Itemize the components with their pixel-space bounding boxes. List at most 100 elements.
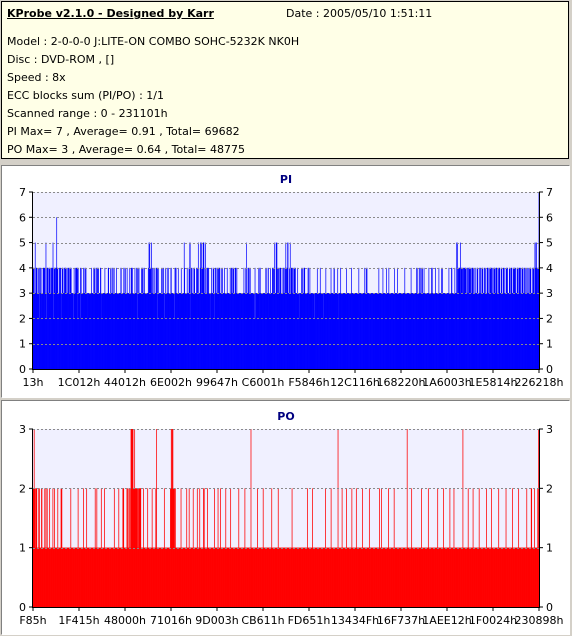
po-bar [428,547,430,607]
po-bar [268,547,270,607]
po-bar [206,547,208,607]
pi-bar [417,293,419,369]
pi-bar [45,293,47,369]
pi-bar [74,293,75,369]
pi-bar [171,293,173,369]
pi-bar [64,267,66,369]
po-bar [346,488,347,607]
pi-bar [442,293,444,369]
po-bar [521,547,522,607]
pi-bar [38,293,40,369]
pi-bar [56,217,58,369]
pi-bar [410,293,412,369]
pi-bar [209,293,210,369]
po-bar [422,547,424,607]
po-bar [42,547,44,607]
po-bar [182,547,184,607]
po-bar [491,547,493,607]
pi-bar [122,293,124,369]
po-bar [93,547,95,607]
pi-bar [217,293,219,369]
pi-x-tick-label: 226218h [515,376,564,389]
pi-bar [207,293,208,369]
po-bar [464,547,466,607]
po-bar [232,547,234,607]
po-bar [70,547,72,607]
pi-bar [510,293,511,369]
pi-bar [315,293,317,369]
pi-bar [326,293,328,369]
po-bar [461,547,463,607]
po-bar [52,547,53,607]
po-bar [486,547,488,607]
po-bar [399,547,400,607]
po-bar [149,547,151,607]
po-bar [213,547,214,607]
pi-bar [415,293,417,369]
po-bar [33,488,35,607]
po-bar [350,547,352,607]
po-bar [103,547,105,607]
po-y-tick-label-left: 1 [19,542,26,555]
pi-bar [471,267,473,369]
po-bar [95,547,97,607]
po-bar [314,547,316,607]
po-bar [351,547,352,607]
pi-bar [71,293,73,369]
po-bar [316,547,318,607]
pi-bar [151,267,153,369]
pi-bar [308,267,309,369]
po-bar [98,547,100,607]
pi-bar [263,293,265,369]
pi-y-tick-label-right: 1 [546,338,553,351]
po-y-tick-label-right: 0 [546,601,553,614]
po-bar [381,488,382,607]
po-bar [308,547,310,607]
pi-bar [233,293,234,369]
pi-bar [369,293,371,369]
po-bar [226,547,228,607]
po-bar [349,547,351,607]
po-bar [207,488,208,607]
po-bar [294,547,295,607]
po-bar [331,547,333,607]
po-bar [199,488,201,607]
po-bar [345,547,347,607]
pi-bar [369,293,371,369]
po-bar [238,547,240,607]
po-bar [212,547,214,607]
pi-bar [153,293,154,369]
pi-bar [404,293,406,369]
po-bar [404,547,406,607]
po-bar [499,547,500,607]
po-bar [449,547,451,607]
pi-bar [485,293,487,369]
po-bar [507,547,509,607]
pi-y-tick-label-right: 5 [546,237,553,250]
pi-bar [436,293,438,369]
po-bar [92,547,94,607]
po-bar [491,547,493,607]
pi-bar [393,293,395,369]
pi-bar [329,293,331,369]
pi-bar [216,293,218,369]
po-bar [67,547,69,607]
pi-bar [378,293,379,369]
pi-bar [335,293,337,369]
po-bar [327,547,328,607]
pi-bar [375,293,377,369]
pi-bar [385,293,386,369]
pi-bar [163,293,165,369]
pi-bar [299,293,300,369]
po-bar [228,547,230,607]
po-bar [78,547,80,607]
pi-bar [383,293,385,369]
pi-bar [293,293,294,369]
pi-bar [151,293,153,369]
pi-bar [189,242,191,369]
pi-bar [275,293,277,369]
po-bar [89,547,91,607]
pi-bar [48,293,49,369]
po-bar [130,429,132,607]
pi-bar [259,267,261,369]
